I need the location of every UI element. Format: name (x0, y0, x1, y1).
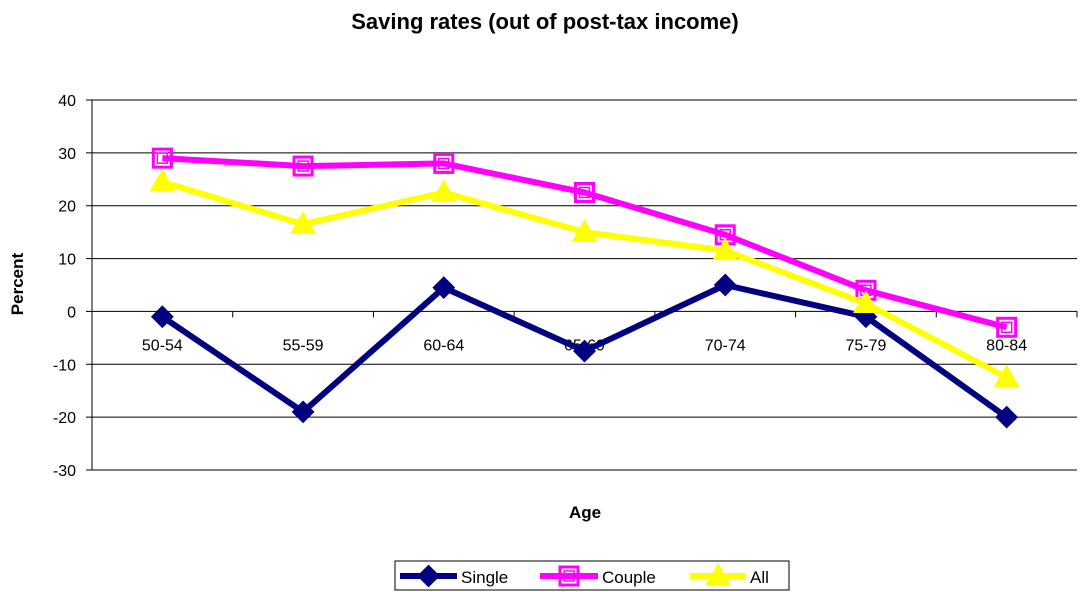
legend-marker (417, 564, 440, 588)
legend: Single Couple All (394, 560, 790, 591)
data-point-single (150, 305, 174, 329)
y-axis-title: Percent (8, 252, 27, 315)
data-point-all (853, 290, 879, 313)
data-point-all (290, 211, 316, 234)
data-point-single (995, 405, 1019, 429)
data-point-couple-inner (438, 157, 450, 170)
chart-title: Saving rates (out of post-tax income) (351, 9, 739, 34)
x-tick-label: 55-59 (283, 337, 324, 354)
data-point-couple-inner (1000, 321, 1013, 334)
axes (86, 99, 1078, 471)
data-point-all (430, 179, 457, 202)
x-tick-label: 70-74 (705, 337, 746, 354)
y-tick-label: 20 (58, 199, 76, 216)
data-point-all (712, 237, 739, 261)
series-all (149, 168, 1020, 387)
y-tick-label: -20 (53, 410, 76, 427)
series-couple (151, 147, 1018, 338)
legend-item-couple: Couple (540, 565, 656, 587)
x-tick-label: 60-64 (423, 337, 464, 354)
data-point-couple-inner (156, 152, 169, 164)
y-tick-label: -30 (53, 463, 76, 480)
legend-marker-inner (563, 570, 575, 582)
data-point-couple (151, 147, 173, 169)
data-point-couple-inner (297, 160, 309, 172)
legend-label: Couple (602, 568, 656, 587)
data-point-all (149, 168, 176, 192)
series-group (149, 147, 1020, 429)
legend-marker (705, 562, 731, 586)
legend-label: Single (461, 568, 508, 587)
y-tick-label: 10 (58, 252, 76, 269)
legend-label: All (750, 568, 769, 587)
legend-item-all: All (690, 562, 769, 587)
x-tick-label: 50-54 (142, 337, 183, 354)
y-tick-label: -10 (53, 357, 76, 374)
data-point-couple-inner (578, 186, 591, 199)
x-tick-label: 80-84 (986, 337, 1027, 354)
data-point-couple (292, 155, 314, 177)
y-tick-label: 30 (58, 146, 76, 163)
data-point-single (713, 273, 737, 297)
series-single (150, 273, 1019, 429)
data-point-couple (574, 182, 595, 203)
data-point-all (993, 364, 1020, 387)
data-point-all (571, 219, 598, 242)
data-point-single (432, 276, 456, 300)
data-point-couple (433, 152, 455, 174)
x-tick-label: 75-79 (845, 337, 886, 354)
y-tick-labels: 40 30 20 10 0 -10 -20 -30 (53, 93, 76, 480)
y-tick-label: 40 (58, 93, 76, 110)
gridlines (92, 99, 1077, 471)
data-point-couple (996, 316, 1018, 338)
series-line-couple (162, 155, 1008, 331)
legend-marker (558, 565, 580, 587)
data-point-single (573, 339, 596, 363)
y-tick-label: 0 (67, 304, 76, 321)
legend-item-single: Single (400, 564, 508, 588)
x-axis-title: Age (569, 503, 601, 522)
data-point-single (291, 400, 315, 424)
